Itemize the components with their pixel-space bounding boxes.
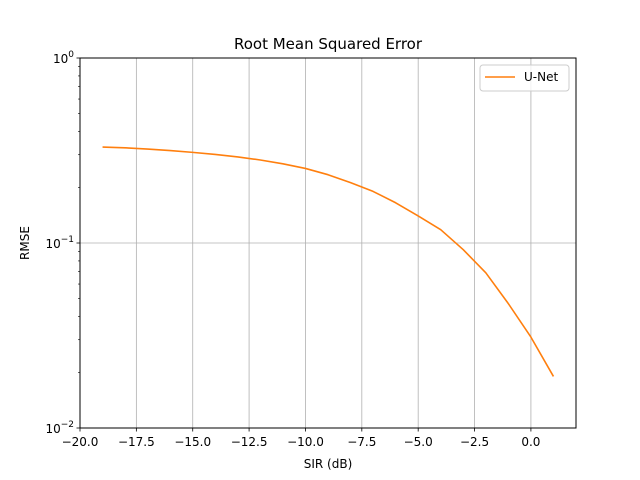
chart-title: Root Mean Squared Error (234, 35, 423, 53)
y-axis-label: RMSE (18, 226, 32, 260)
series-layer (102, 146, 555, 377)
legend-label: U-Net (524, 70, 558, 84)
x-tick-label: −7.5 (347, 435, 376, 449)
grid (80, 58, 576, 428)
x-tick-label: −5.0 (404, 435, 433, 449)
legend: U-Net (479, 64, 570, 92)
y-tick-label: 10−2 (45, 420, 74, 436)
x-tick-label: 0.0 (521, 435, 540, 449)
y-tick-label: 100 (53, 50, 74, 66)
y-tick-base: 10 (45, 237, 60, 251)
x-tick-label: −2.5 (460, 435, 489, 449)
x-tick-label: −15.0 (174, 435, 211, 449)
x-tick-label: −12.5 (231, 435, 268, 449)
y-tick-label: 10−1 (45, 235, 74, 251)
y-tick-exponent: 0 (68, 50, 74, 60)
y-tick-exponent: −2 (61, 420, 74, 430)
series-line-u-net (102, 146, 555, 377)
x-tick-label: −10.0 (287, 435, 324, 449)
y-tick-base: 10 (53, 52, 68, 66)
y-tick-base: 10 (45, 422, 60, 436)
legend-box (479, 64, 570, 92)
x-axis-label: SIR (dB) (304, 457, 353, 471)
x-tick-label: −20.0 (62, 435, 99, 449)
ticks: −20.0 −17.5 −15.0 −12.5 −10.0 −7.5 −5.0 −2.5 0.0… (45, 50, 540, 449)
y-tick-exponent: −1 (61, 235, 74, 245)
x-tick-label: −17.5 (118, 435, 155, 449)
